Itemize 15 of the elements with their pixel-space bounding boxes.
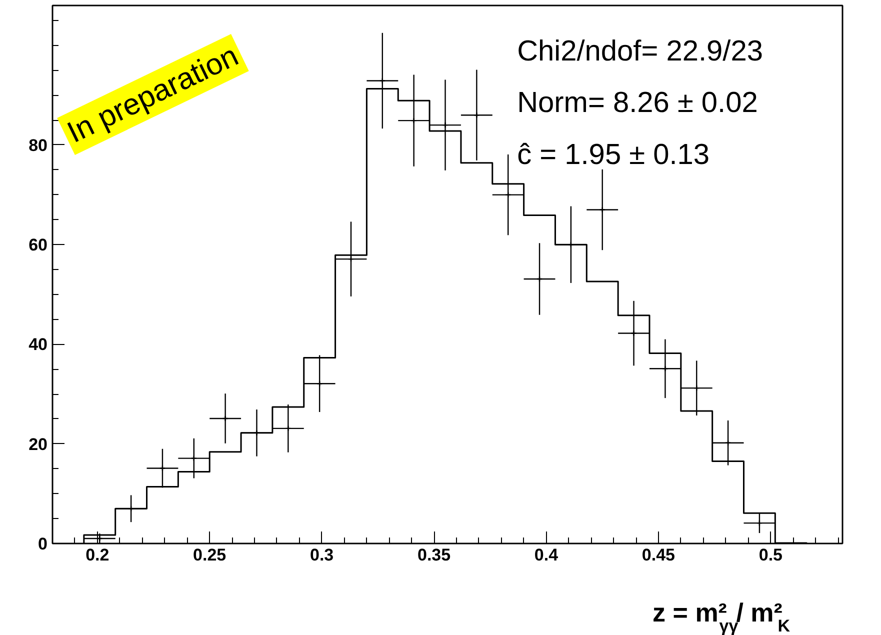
x-tick-label: 0.25 — [193, 546, 226, 564]
annotation: Chi2/ndof= 22.9/23 — [517, 35, 763, 68]
x-tick-label: 0.4 — [534, 546, 559, 564]
y-tick-label: 40 — [28, 335, 48, 354]
x-tick-label: 0.5 — [758, 546, 783, 564]
annotation: ĉ = 1.95 ± 0.13 — [517, 139, 710, 172]
x-tick-label: 0.45 — [642, 546, 676, 564]
y-tick-label: 20 — [28, 434, 48, 454]
x-tick-label: 0.3 — [310, 546, 334, 564]
y-tick-label: 60 — [28, 236, 48, 255]
annotation: Norm= 8.26 ± 0.02 — [517, 87, 758, 120]
x-tick-label: 0.35 — [417, 546, 451, 564]
x-tick-label: 0.2 — [86, 546, 110, 564]
y-tick-label: 80 — [28, 136, 48, 155]
y-tick-label: 0 — [38, 534, 48, 554]
